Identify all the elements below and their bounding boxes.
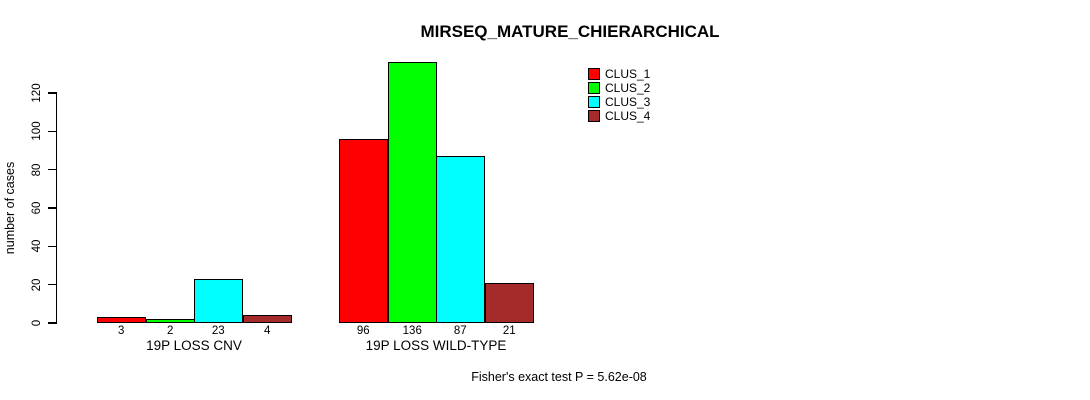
bar-clus_3-group1 <box>194 279 243 323</box>
x-category-label: 19P LOSS WILD-TYPE <box>365 338 507 353</box>
x-category-label: 19P LOSS CNV <box>146 338 242 353</box>
y-tick-mark <box>47 168 56 171</box>
legend-label: CLUS_1 <box>605 67 651 81</box>
legend-swatch-clus_4 <box>588 110 600 122</box>
y-tick-mark <box>47 130 56 133</box>
y-tick-label: 80 <box>31 163 43 177</box>
y-tick-mark <box>47 207 56 209</box>
bar-value-label: 96 <box>356 325 370 337</box>
bar-value-label: 4 <box>264 325 271 337</box>
y-axis <box>55 92 57 324</box>
bar-clus_2-group1 <box>146 319 195 323</box>
chart-title: MIRSEQ_MATURE_CHIERARCHICAL <box>420 22 720 41</box>
legend-swatch-clus_1 <box>588 68 600 80</box>
y-tick-label: 100 <box>31 121 43 141</box>
bar-clus_1-group1 <box>97 317 146 323</box>
legend-swatch-clus_2 <box>588 82 600 94</box>
y-tick-label: 0 <box>31 319 43 327</box>
legend-label: CLUS_4 <box>605 109 651 123</box>
y-tick-mark <box>47 245 56 248</box>
y-tick-label: 40 <box>31 239 43 253</box>
bar-value-label: 3 <box>118 325 125 337</box>
stat-annotation: Fisher's exact test P = 5.62e-08 <box>471 370 647 384</box>
legend: CLUS_1 CLUS_2 CLUS_3 CLUS_4 <box>588 67 650 123</box>
bar-value-label: 2 <box>167 325 174 337</box>
legend-label: CLUS_3 <box>605 95 651 109</box>
y-tick-label: 120 <box>31 83 43 103</box>
bar-value-label: 23 <box>211 325 225 337</box>
bar-value-label: 87 <box>453 325 467 337</box>
legend-label: CLUS_2 <box>605 81 651 95</box>
legend-item-clus_2: CLUS_2 <box>588 81 650 95</box>
bar-clus_4-group2 <box>485 283 534 323</box>
legend-item-clus_1: CLUS_1 <box>588 67 650 81</box>
y-tick-mark <box>47 322 56 324</box>
y-tick-label: 60 <box>31 201 43 215</box>
bar-value-label: 136 <box>402 325 422 337</box>
bar-clus_4-group1 <box>243 315 292 323</box>
bar-value-label: 21 <box>502 325 516 337</box>
bar-clus_3-group2 <box>436 156 485 323</box>
bar-clus_1-group2 <box>339 139 388 323</box>
legend-swatch-clus_3 <box>588 96 600 108</box>
y-tick-mark <box>47 283 56 286</box>
legend-item-clus_3: CLUS_3 <box>588 95 650 109</box>
bar-clus_2-group2 <box>388 62 437 323</box>
y-tick-mark <box>47 92 56 94</box>
y-tick-label: 20 <box>31 278 43 292</box>
legend-item-clus_4: CLUS_4 <box>588 109 650 123</box>
